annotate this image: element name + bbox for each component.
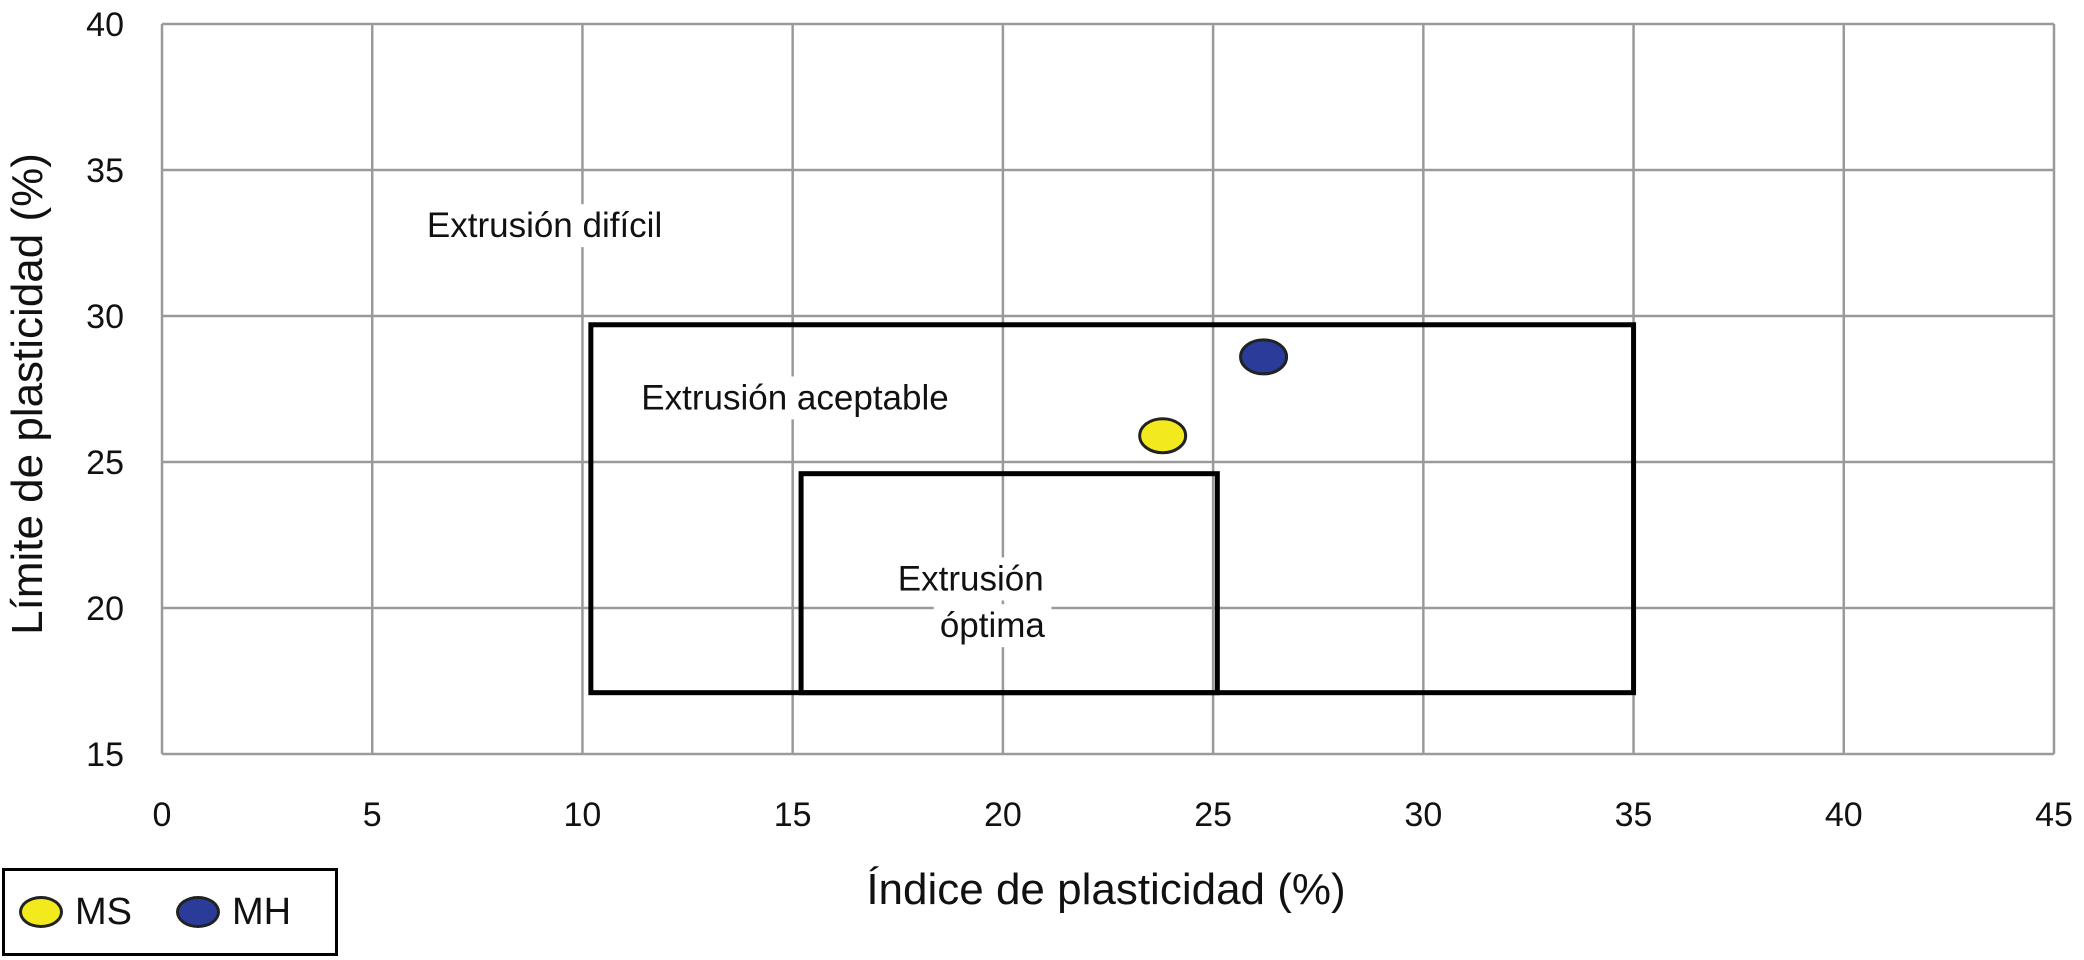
legend-label-ms: MS (75, 890, 132, 933)
legend-marker-mh (176, 896, 220, 928)
y-tick-labels: 15 20 25 30 35 40 (86, 6, 124, 774)
y-tick-label: 35 (86, 152, 124, 190)
region-label-background (420, 204, 669, 248)
legend-item-mh: MH (176, 891, 291, 934)
region-label: Extrusión aceptable (641, 378, 948, 417)
legend: MS MH (2, 868, 338, 956)
data-points (1138, 338, 1289, 455)
x-tick-label: 10 (564, 796, 602, 834)
region-label-background (891, 557, 1050, 601)
regions (588, 322, 1637, 696)
legend-item-ms: MS (19, 891, 132, 934)
y-tick-label: 15 (86, 736, 124, 774)
x-tick-label: 20 (984, 796, 1022, 834)
x-tick-label: 0 (153, 796, 172, 834)
x-tick-labels: 0 5 10 15 20 25 30 35 40 45 (153, 796, 2073, 834)
region-label-background (635, 376, 955, 420)
region-label: Extrusión difícil (427, 206, 662, 245)
grid (160, 22, 2056, 756)
legend-marker-ms (19, 896, 63, 928)
y-tick-label: 20 (86, 590, 124, 628)
x-tick-label: 15 (774, 796, 812, 834)
region-label: óptima (940, 606, 1046, 645)
x-axis-title: Índice de plasticidad (%) (866, 865, 1345, 914)
region-label-background (933, 604, 1052, 648)
data-point-ms (1138, 417, 1188, 455)
annotations: Extrusión difícil Extrusión aceptable Extr… (420, 204, 1052, 648)
y-axis-title: Límite de plasticidad (%) (3, 153, 52, 635)
x-tick-label: 5 (363, 796, 382, 834)
x-tick-label: 45 (2035, 796, 2073, 834)
x-tick-label: 30 (1404, 796, 1442, 834)
x-tick-label: 25 (1194, 796, 1232, 834)
x-tick-label: 35 (1615, 796, 1653, 834)
legend-label-mh: MH (232, 890, 292, 933)
x-tick-label: 40 (1825, 796, 1863, 834)
y-tick-label: 25 (86, 444, 124, 482)
region-box (798, 471, 1220, 696)
y-tick-label: 30 (86, 298, 124, 336)
data-point-mh (1239, 338, 1289, 376)
y-tick-label: 40 (86, 6, 124, 44)
region-label: Extrusión (898, 559, 1044, 598)
